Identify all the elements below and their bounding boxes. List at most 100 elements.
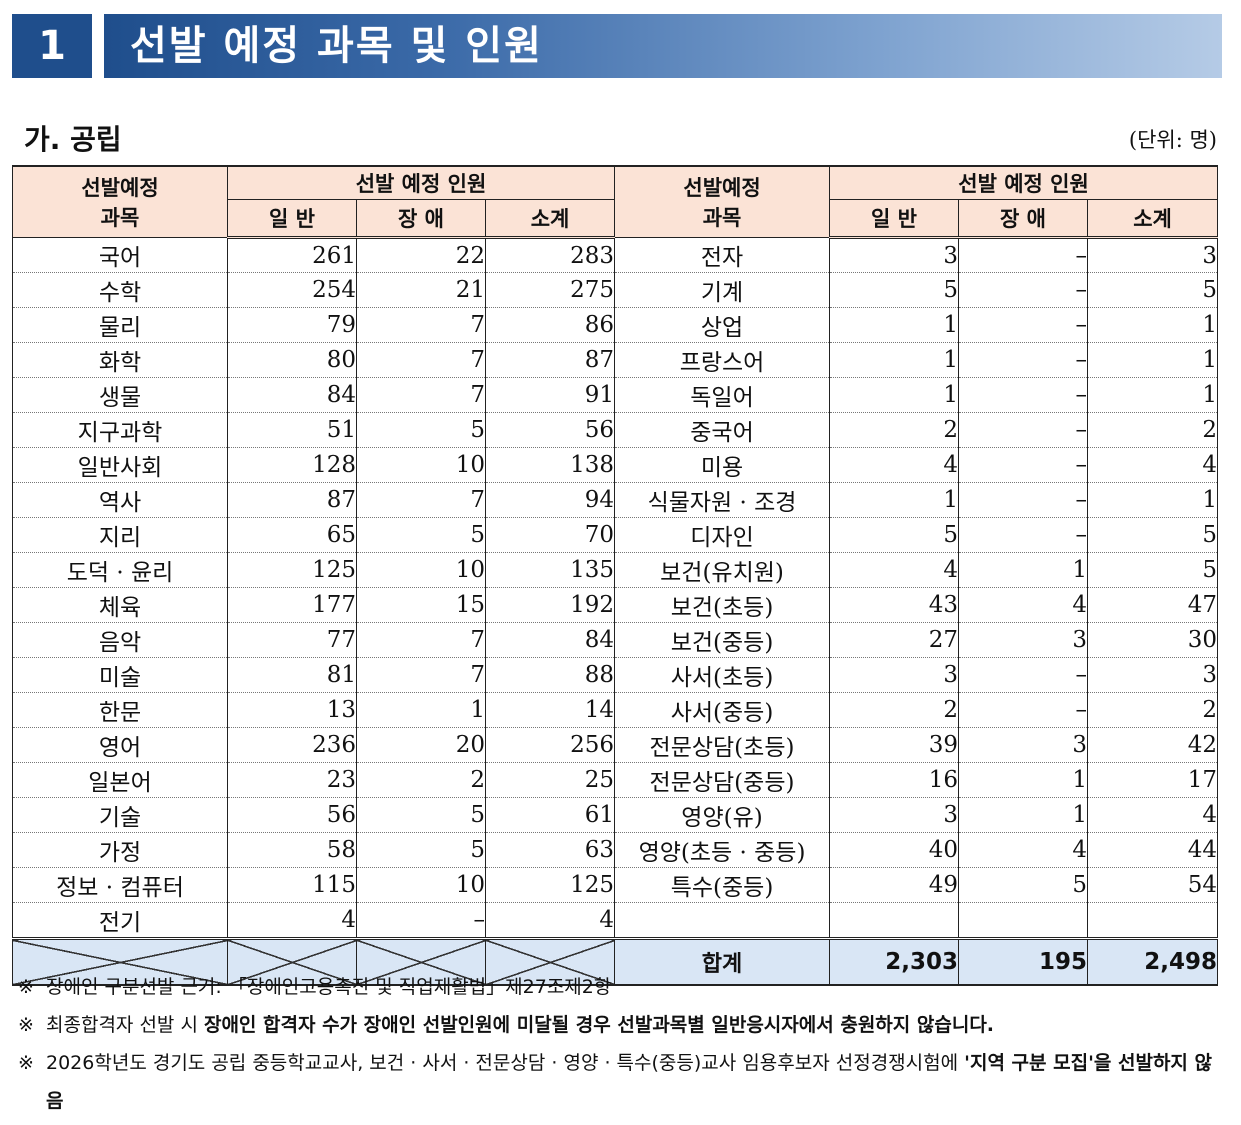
subject-name: 전기 [12, 902, 228, 939]
disabled-count: 7 [356, 307, 486, 343]
subject-name: 기술 [12, 797, 228, 833]
table-row: 물리 79 7 86 상업 1–1 [12, 307, 1219, 343]
general-count: 87 [227, 482, 357, 518]
disabled-count: 3 [958, 622, 1089, 658]
disabled-count: – [958, 307, 1089, 343]
general-count: 2 [829, 692, 960, 728]
subtotal-count: 63 [484, 832, 616, 868]
subtotal-count: 88 [484, 657, 616, 693]
disabled-count: – [958, 342, 1089, 378]
subtotal-count [1087, 902, 1219, 939]
disabled-count: 1 [958, 797, 1089, 833]
table-row: 가정 58 5 63 영양(초등 · 중등) 40 4 44 [12, 832, 1219, 868]
general-count: 3 [829, 657, 960, 693]
subtotal-count: 70 [484, 517, 616, 553]
subtotal-count: 1 [1087, 307, 1219, 343]
general-count: 5 [829, 517, 960, 553]
general-count: 236 [227, 727, 357, 763]
general-count: 1 [829, 307, 960, 343]
general-count: 1 [829, 482, 960, 518]
general-count: 58 [227, 832, 357, 868]
note-text: '지역 구분 모집' [964, 1052, 1094, 1074]
general-count: 27 [829, 622, 960, 658]
disabled-count: 1 [958, 762, 1089, 798]
general-count: 80 [227, 342, 357, 378]
disabled-count: 10 [356, 552, 486, 588]
general-count: 84 [227, 377, 357, 413]
table-row: 음악 77 7 84 보건(중등) 27 3 30 [12, 622, 1219, 658]
header-subject-line1: 선발예정 [683, 176, 761, 200]
subject-name: 정보 · 컴퓨터 [12, 867, 228, 903]
disabled-count: – [958, 657, 1089, 693]
disabled-count: – [958, 482, 1089, 518]
disabled-count: 21 [356, 272, 486, 308]
header-subtotal: 소계 [1087, 199, 1219, 239]
table-row: 지리 65 5 70 디자인 5–5 [12, 517, 1219, 553]
table-row: 한문 13 1 14 사서(중등) 2–2 [12, 692, 1219, 728]
disabled-count: – [958, 447, 1089, 483]
subject-name: 보건(초등) [614, 587, 831, 623]
recruitment-table: 선발예정 과목 선발 예정 인원 선발예정 과목 선발 예정 인원 일 반 장 … [12, 165, 1219, 986]
subtotal-count: 2 [1087, 412, 1219, 448]
subject-name: 역사 [12, 482, 228, 518]
subject-name: 미술 [12, 657, 228, 693]
footnote: ※ 장애인 구분선발 근거: 「장애인고용촉진 및 직업재활법」제27조제2항 [18, 968, 1223, 1006]
general-count: 77 [227, 622, 357, 658]
subtotal-count: 5 [1087, 552, 1219, 588]
total-subtotal: 2,498 [1087, 937, 1219, 986]
subject-name: 전문상담(초등) [614, 727, 831, 763]
subtotal-count: 138 [484, 447, 616, 483]
subject-name: 중국어 [614, 412, 831, 448]
subtotal-count: 2 [1087, 692, 1219, 728]
subtotal-count: 135 [484, 552, 616, 588]
subject-name: 일본어 [12, 762, 228, 798]
disabled-count: 1 [356, 692, 486, 728]
general-count: 261 [227, 237, 357, 273]
table-row: 수학 254 21 275 기계 5–5 [12, 272, 1219, 308]
subject-name: 전자 [614, 237, 831, 273]
general-count: 254 [227, 272, 357, 308]
general-count: 125 [227, 552, 357, 588]
table-row: 기술 56 5 61 영양(유) 3 1 4 [12, 797, 1219, 833]
subject-name: 지구과학 [12, 412, 228, 448]
subject-name: 기계 [614, 272, 831, 308]
subtotal-count: 4 [1087, 447, 1219, 483]
header-disabled: 장 애 [356, 199, 486, 239]
header-general: 일 반 [227, 199, 357, 239]
note-text: 2026학년도 경기도 공립 중등학교교사, 보건 · 사서 · 전문상담 · … [46, 1052, 965, 1074]
subject-name: 식물자원 · 조경 [614, 482, 831, 518]
subject-name: 전문상담(중등) [614, 762, 831, 798]
disabled-count [958, 902, 1089, 939]
subject-name: 영어 [12, 727, 228, 763]
section-title: 가. 공립 [24, 123, 122, 156]
section-number-badge: 1 [12, 14, 92, 78]
general-count: 81 [227, 657, 357, 693]
disabled-count: 4 [958, 587, 1089, 623]
general-count: 1 [829, 342, 960, 378]
general-count: 79 [227, 307, 357, 343]
footnotes: ※ 장애인 구분선발 근거: 「장애인고용촉진 및 직업재활법」제27조제2항 ※ 최… [18, 968, 1223, 1120]
table-row: 국어 261 22 283 전자 3–3 [12, 237, 1219, 273]
subject-name: 미용 [614, 447, 831, 483]
note-mark: ※ [18, 1014, 34, 1036]
subject-name: 보건(중등) [614, 622, 831, 658]
general-count: 5 [829, 272, 960, 308]
subject-name: 사서(중등) [614, 692, 831, 728]
disabled-count: 5 [356, 517, 486, 553]
subtotal-count: 91 [484, 377, 616, 413]
disabled-count: – [356, 902, 486, 939]
header-people-right: 선발 예정 인원 [829, 165, 1219, 200]
disabled-count: 5 [356, 797, 486, 833]
subtotal-count: 283 [484, 237, 616, 273]
note-text: 장애인 합격자 수가 장애인 선발인원에 미달될 경우 선발과목별 일반응시자에… [203, 1014, 995, 1036]
subject-name: 특수(중등) [614, 867, 831, 903]
header-disabled: 장 애 [958, 199, 1089, 239]
note-mark: ※ [18, 1052, 34, 1074]
general-count: 56 [227, 797, 357, 833]
subtotal-count: 275 [484, 272, 616, 308]
table-row: 일반사회 128 10 138 미용 4–4 [12, 447, 1219, 483]
title-banner: 선발 예정 과목 및 인원 [104, 14, 1222, 78]
header-general: 일 반 [829, 199, 960, 239]
footnote: ※ 최종합격자 선발 시 장애인 합격자 수가 장애인 선발인원에 미달될 경우 … [18, 1006, 1223, 1044]
subtotal-count: 87 [484, 342, 616, 378]
